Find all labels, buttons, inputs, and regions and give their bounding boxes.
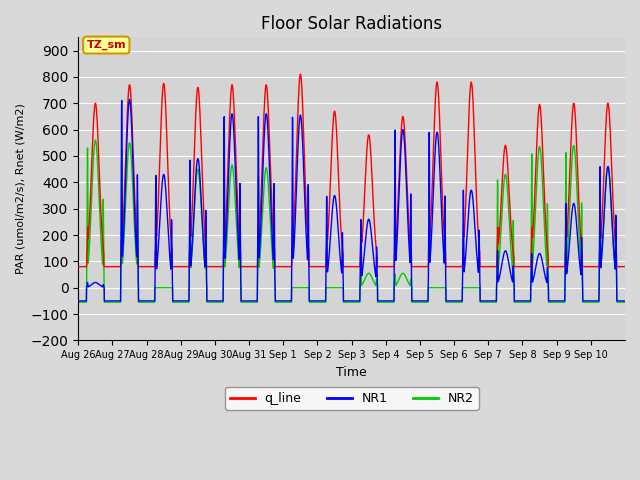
- Title: Floor Solar Radiations: Floor Solar Radiations: [261, 15, 442, 33]
- NR1: [169, 283, 177, 289]
- q_line: [74, 264, 82, 270]
- NR2: [495, 265, 502, 271]
- q_line: [168, 264, 176, 270]
- q_line: [428, 189, 436, 194]
- NR2: [502, 176, 510, 182]
- Line: NR1: NR1: [78, 99, 625, 301]
- NR1: [428, 221, 436, 227]
- q_line: [621, 264, 629, 270]
- q_line: [296, 72, 304, 77]
- NR1: [495, 278, 502, 284]
- NR1: [502, 250, 510, 255]
- NR1: [621, 298, 629, 304]
- Line: NR2: NR2: [78, 140, 625, 302]
- X-axis label: Time: Time: [336, 366, 367, 379]
- NR2: [92, 137, 99, 143]
- NR2: [621, 300, 629, 305]
- NR2: [169, 285, 177, 290]
- NR2: [74, 300, 82, 305]
- NR1: [125, 96, 133, 102]
- NR1: [479, 298, 486, 304]
- q_line: [479, 264, 486, 270]
- Text: TZ_sm: TZ_sm: [86, 40, 126, 50]
- NR2: [428, 285, 436, 290]
- NR1: [74, 298, 82, 304]
- Y-axis label: PAR (umol/m2/s), Rnet (W/m2): PAR (umol/m2/s), Rnet (W/m2): [15, 104, 25, 275]
- q_line: [502, 148, 510, 154]
- NR2: [479, 300, 486, 305]
- Legend: q_line, NR1, NR2: q_line, NR1, NR2: [225, 387, 479, 410]
- NR1: [439, 240, 447, 246]
- q_line: [439, 211, 447, 216]
- NR2: [439, 285, 447, 290]
- Line: q_line: q_line: [78, 74, 625, 267]
- q_line: [495, 241, 502, 247]
